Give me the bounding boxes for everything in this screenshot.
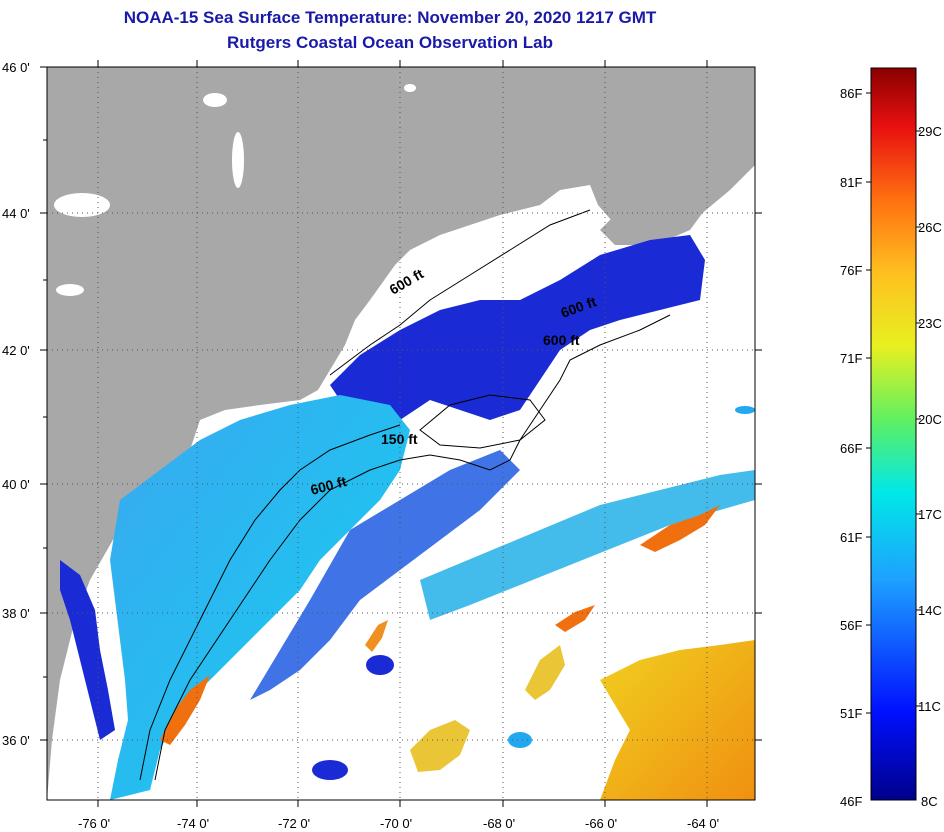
warm-eddy-2: [525, 645, 565, 700]
colorbar-c-29: 29C: [918, 124, 942, 139]
gulf-stream-filament: [420, 470, 755, 620]
lake: [203, 93, 227, 107]
map-border: [46, 66, 756, 801]
lake: [56, 284, 84, 296]
colorbar-f-51: 51F: [840, 706, 862, 721]
lon-label-64: -64 0': [687, 816, 719, 831]
sargasso-warm-water: [600, 640, 755, 800]
colorbar-c-8: 8C: [921, 794, 938, 809]
colorbar-f-61: 61F: [840, 530, 862, 545]
warm-filament-mid: [365, 620, 388, 652]
lat-label-42: 42 0': [2, 343, 30, 358]
lake: [54, 193, 110, 217]
lat-label-38: 38 0': [2, 606, 30, 621]
warm-filament-east: [555, 605, 595, 632]
colorbar-c-20: 20C: [918, 412, 942, 427]
colorbar-f-86: 86F: [840, 86, 862, 101]
cold-patch: [508, 732, 532, 748]
gulf-of-maine-water: [330, 235, 705, 440]
lon-label-66: -66 0': [585, 816, 617, 831]
colorbar-ticks: [866, 92, 921, 714]
contour-label-150ft: 150 ft: [381, 431, 418, 447]
isobath-150ft: [139, 424, 401, 781]
lake: [404, 84, 416, 92]
lon-label-76: -76 0': [78, 816, 110, 831]
chesapeake-bay: [60, 560, 115, 740]
graticule: [47, 67, 755, 800]
colorbar-c-23: 23C: [918, 316, 942, 331]
nova-scotia: [600, 110, 755, 245]
georges-bank-contour: [419, 394, 546, 449]
lon-label-70: -70 0': [380, 816, 412, 831]
cold-patch: [735, 406, 755, 414]
warm-eddy: [410, 720, 470, 772]
map-subtitle: Rutgers Coastal Ocean Observation Lab: [227, 33, 553, 52]
colorbar-f-71: 71F: [840, 351, 862, 366]
coastline: [329, 209, 591, 376]
lat-label-46: 46 0': [2, 60, 30, 75]
colorbar-c-17: 17C: [918, 507, 942, 522]
lat-label-36: 36 0': [2, 733, 30, 748]
colorbar-f-46: 46F: [840, 794, 862, 809]
colorbar-f-81: 81F: [840, 175, 862, 190]
lake: [232, 132, 244, 188]
land-mass: [47, 67, 755, 800]
lon-label-68: -68 0': [483, 816, 515, 831]
colorbar-c-14: 14C: [918, 603, 942, 618]
cold-patch: [366, 655, 394, 675]
isobath-600ft: [154, 314, 671, 781]
colorbar-f-76: 76F: [840, 263, 862, 278]
cold-patch: [312, 760, 348, 780]
colorbar-c-26: 26C: [918, 220, 942, 235]
colorbar-f-66: 66F: [840, 441, 862, 456]
colorbar: [870, 67, 917, 801]
contour-label-600ft-north: 600 ft: [543, 332, 580, 348]
lat-label-44: 44 0': [2, 206, 30, 221]
lon-label-72: -72 0': [278, 816, 310, 831]
map-title: NOAA-15 Sea Surface Temperature: Novembe…: [123, 8, 657, 27]
axis-ticks: [40, 60, 762, 807]
warm-core-filament: [640, 505, 720, 552]
colorbar-c-11: 11C: [918, 699, 941, 714]
lat-label-40: 40 0': [2, 477, 30, 492]
slope-water: [250, 450, 520, 700]
lon-label-74: -74 0': [177, 816, 209, 831]
colorbar-f-56: 56F: [840, 618, 862, 633]
